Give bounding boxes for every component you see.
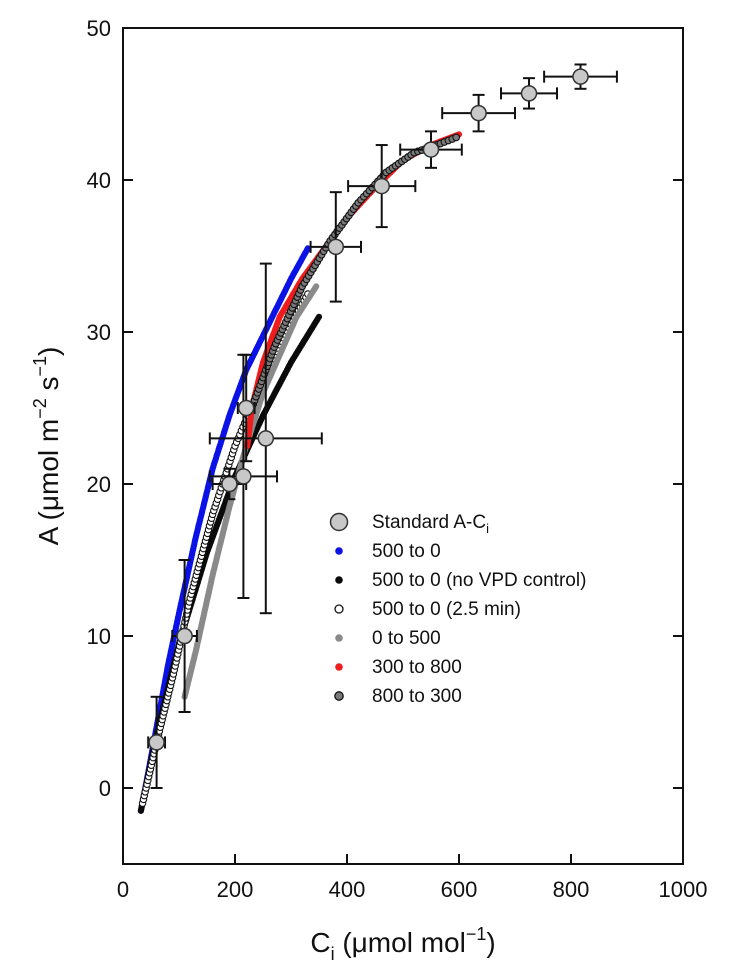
- series-4: [244, 131, 463, 450]
- y-axis-title-base: A (μmol m: [33, 419, 64, 546]
- y-tick-label: 0: [99, 776, 111, 801]
- y-tick-label: 10: [87, 624, 111, 649]
- standard-point-group: [208, 353, 278, 599]
- standard-point: [148, 734, 165, 751]
- y-axis-title-sup1: −2: [30, 398, 50, 419]
- x-axis-title-sub: i: [331, 944, 335, 964]
- standard-series-layer: [147, 63, 618, 789]
- series-point: [315, 313, 323, 320]
- standard-point: [221, 475, 238, 493]
- standard-point: [237, 399, 255, 417]
- standard-point-group: [399, 130, 463, 169]
- standard-point-group: [441, 93, 516, 133]
- legend-symbol: [335, 576, 343, 584]
- legend-label: 500 to 0 (2.5 min): [372, 599, 521, 620]
- legend-label: 0 to 500: [372, 628, 441, 649]
- legend-label: 800 to 300: [372, 686, 462, 707]
- standard-point-group: [208, 262, 323, 615]
- x-axis-title-sup: −1: [466, 924, 487, 944]
- series-5: [247, 133, 461, 412]
- legend-label: 500 to 0 (no VPD control): [372, 570, 586, 591]
- x-tick-label: 800: [553, 877, 590, 902]
- x-tick-label: 0: [117, 877, 129, 902]
- standard-point-group: [236, 353, 256, 463]
- standard-point: [235, 468, 252, 485]
- x-tick-label: 1000: [659, 877, 708, 902]
- standard-point-group: [500, 77, 558, 110]
- y-tick-label: 20: [87, 472, 111, 497]
- standard-point: [572, 68, 589, 85]
- y-tick-label: 30: [87, 320, 111, 345]
- x-axis-title-base: C: [310, 927, 330, 958]
- y-axis-title-end: ): [33, 347, 64, 356]
- standard-point: [257, 430, 275, 447]
- y-axis-title-sup2: −1: [30, 356, 50, 377]
- standard-point-group: [347, 144, 417, 229]
- y-tick-label: 50: [87, 16, 111, 41]
- series-point: [304, 245, 311, 252]
- standard-point-group: [171, 559, 198, 713]
- legend-symbol-standard: [329, 512, 349, 532]
- standard-point: [176, 627, 193, 645]
- standard-point-group: [543, 63, 618, 90]
- y-axis-title-mid: s: [33, 376, 64, 398]
- standard-point: [373, 177, 390, 195]
- legend-label: 300 to 800: [372, 657, 462, 678]
- standard-point: [470, 104, 487, 122]
- standard-point: [327, 238, 345, 256]
- series-point: [452, 133, 461, 142]
- legend-symbol: [334, 604, 344, 614]
- y-axis-title: A (μmol m−2 s−1): [30, 347, 64, 546]
- y-tick-label: 40: [87, 168, 111, 193]
- legend-symbol: [334, 691, 344, 701]
- standard-point: [520, 85, 538, 102]
- standard-point-group: [147, 695, 166, 789]
- x-tick-label: 200: [217, 877, 254, 902]
- x-axis-title-end: ): [486, 927, 495, 958]
- legend-label: 500 to 0: [372, 541, 441, 562]
- legend-symbol: [335, 547, 343, 555]
- ticks-layer: 0 200 400 600 800 1000 0 10 20 30 40 50: [87, 16, 708, 902]
- standard-point-group: [211, 467, 248, 501]
- x-tick-label: 400: [329, 877, 366, 902]
- x-tick-label: 600: [441, 877, 478, 902]
- legend-label-standard: Standard A-Ci: [372, 512, 489, 536]
- standard-point-group: [309, 191, 362, 303]
- legend-symbol: [335, 634, 343, 642]
- standard-point: [422, 141, 440, 158]
- series-point: [313, 283, 320, 290]
- x-axis-title: Ci (μmol mol−1): [310, 924, 495, 964]
- legend-symbol: [335, 663, 343, 671]
- plot-frame: [122, 27, 684, 865]
- legend: Standard A-Ci 500 to 0 500 to 0 (no VPD co…: [329, 512, 586, 707]
- x-axis-title-rest: (μmol mol: [335, 927, 466, 958]
